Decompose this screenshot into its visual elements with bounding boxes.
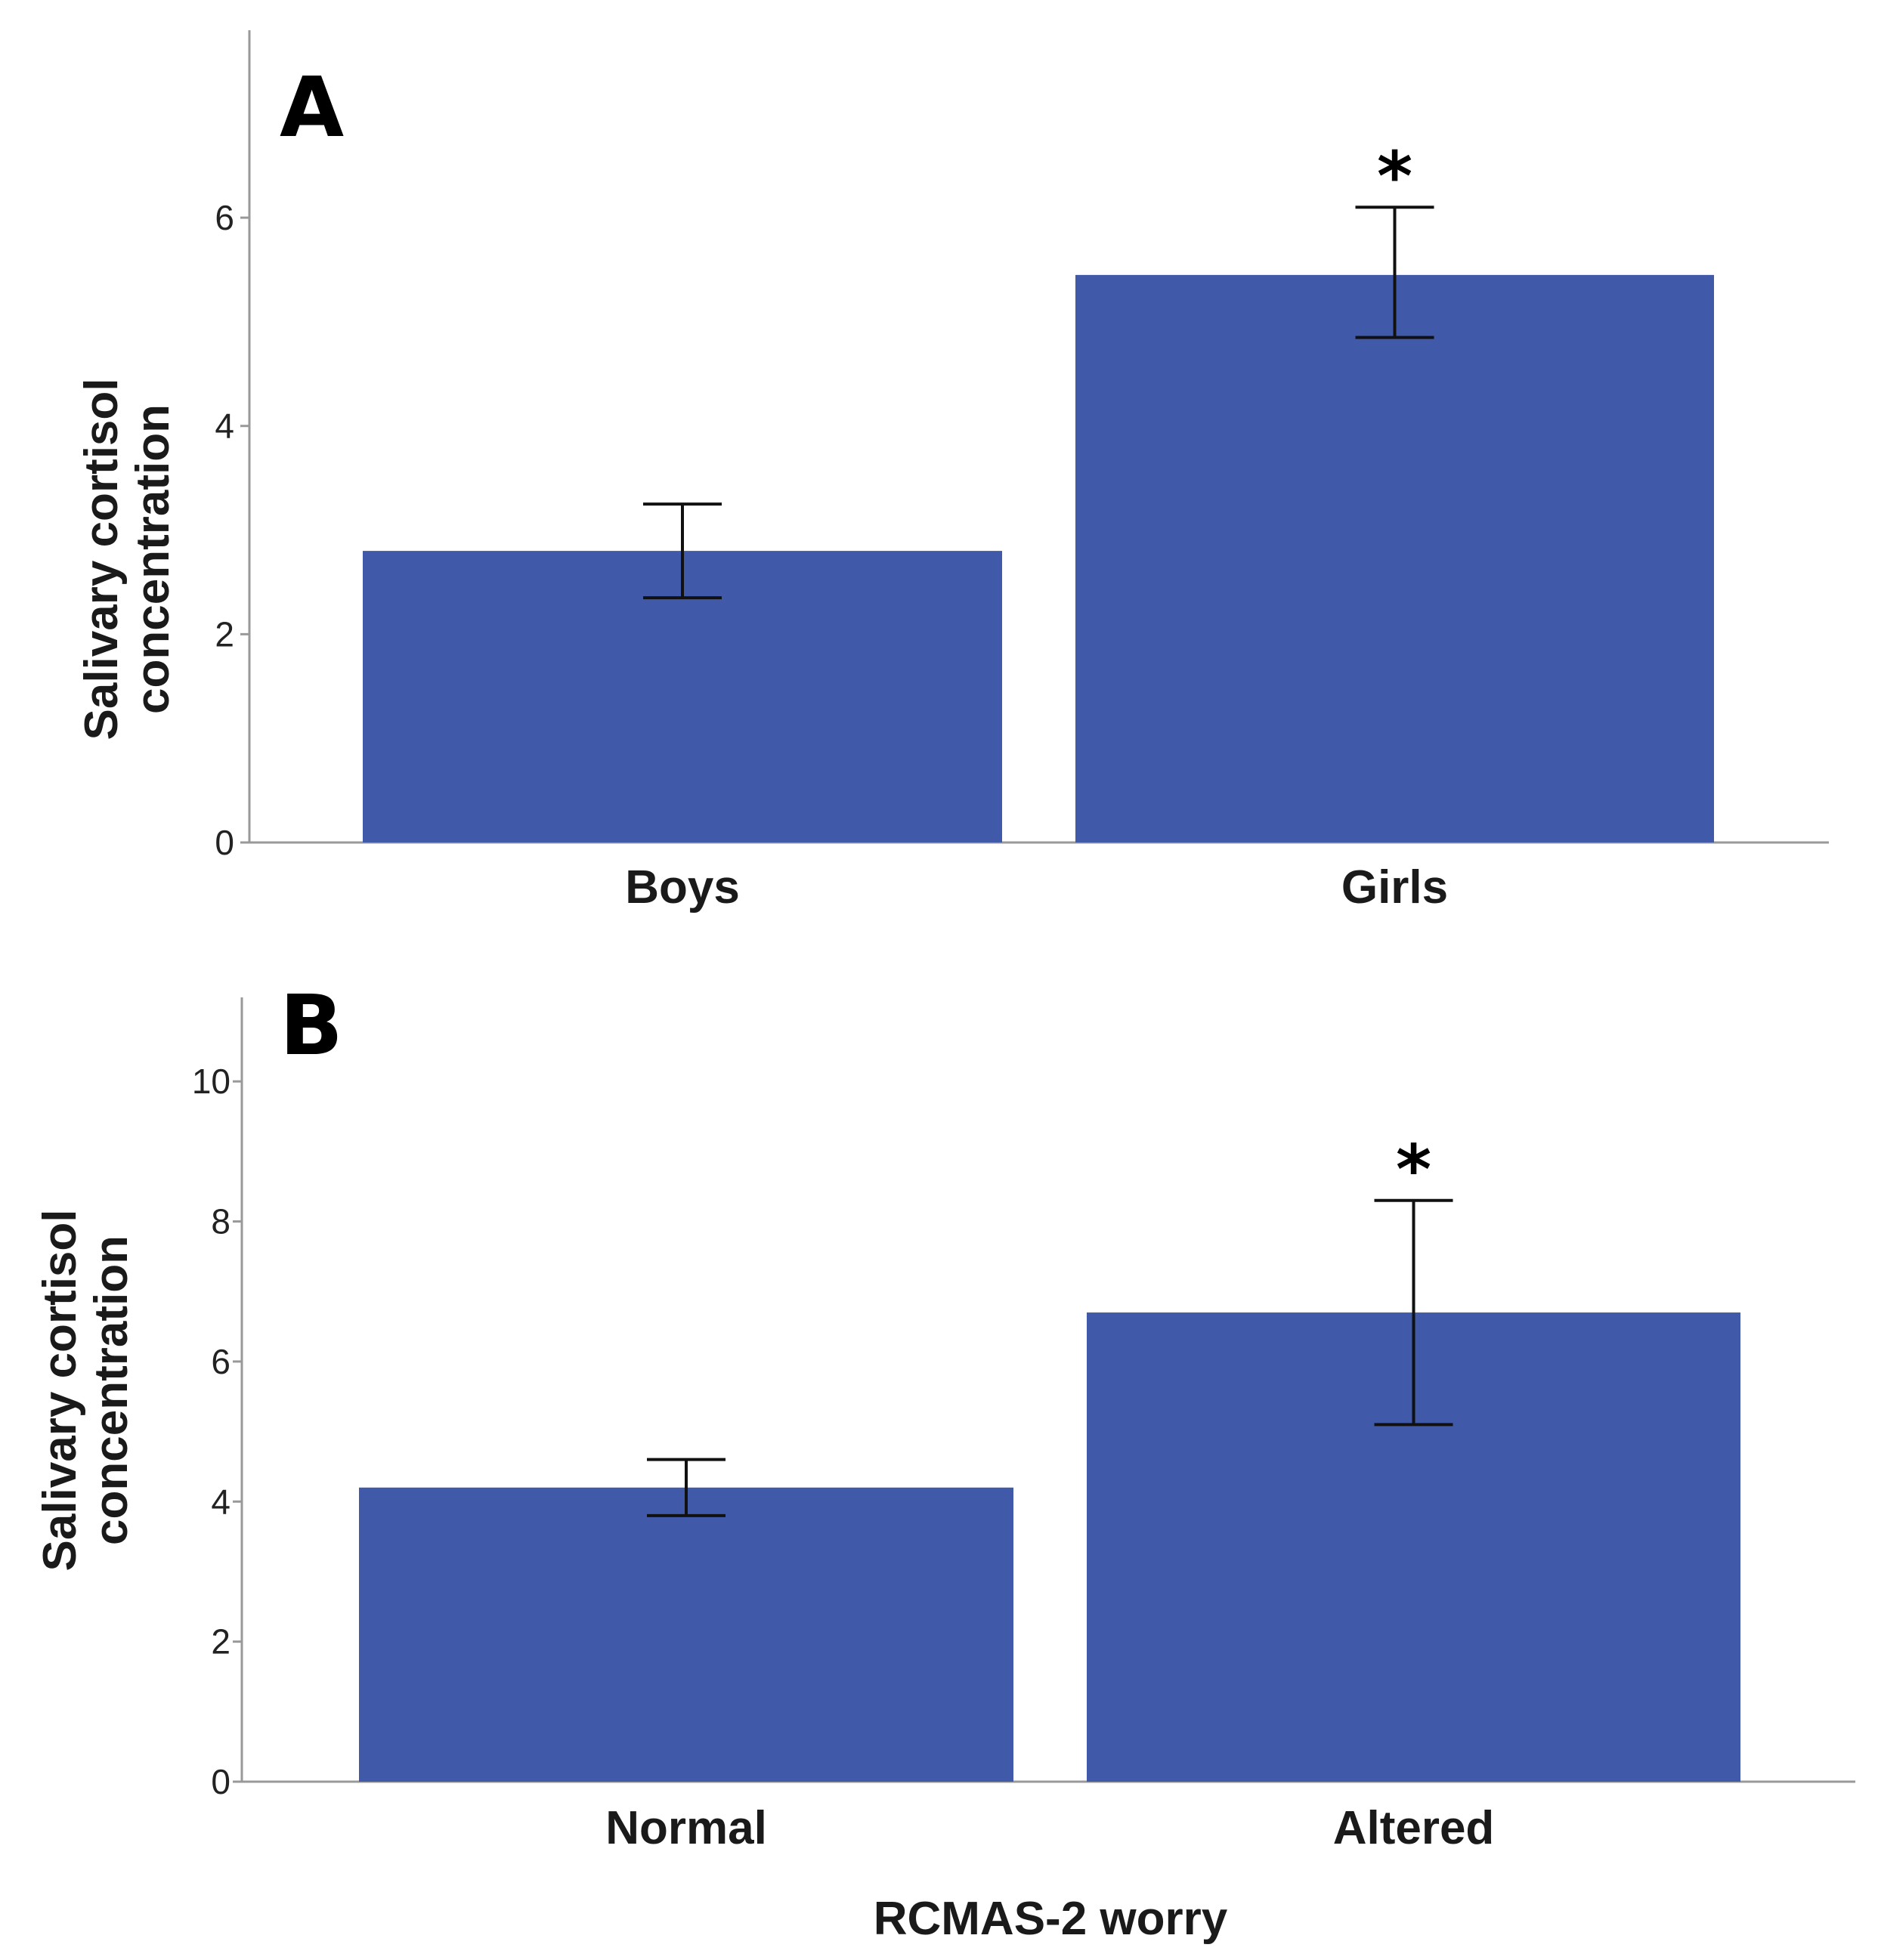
y-tick-label: 4 (211, 1482, 230, 1521)
significance-marker: * (1377, 137, 1412, 216)
y-tick-label: 10 (192, 1062, 230, 1101)
y-tick-label: 8 (211, 1202, 230, 1241)
y-tick-label: 0 (211, 1762, 230, 1801)
panel-letter: B (280, 977, 343, 1074)
category-label: Altered (1333, 1802, 1495, 1854)
bar-girls (1075, 274, 1714, 843)
panel-A: 0 2 4 6 Boys * Girls A Salivary cortisolconcentr… (76, 30, 1829, 914)
bar-boys (363, 551, 1002, 842)
y-axis-title-line: Salivary cortisol (34, 1209, 86, 1571)
x-axis-title: RCMAS-2 worry (874, 1893, 1228, 1945)
panel-B: 0 2 4 6 8 10 Normal * Altered B Salivary cortisolc… (34, 977, 1855, 1945)
y-axis-title-line: concentration (127, 404, 179, 714)
y-tick-label: 6 (215, 198, 234, 237)
y-tick-label: 2 (211, 1622, 230, 1662)
category-label: Normal (605, 1802, 767, 1854)
significance-marker: * (1396, 1130, 1431, 1210)
y-axis-title: Salivary cortisolconcentration (34, 1209, 138, 1571)
bar-normal (359, 1487, 1013, 1782)
y-axis-title: Salivary cortisolconcentration (76, 378, 179, 740)
category-label: Girls (1341, 861, 1448, 914)
y-tick-label: 0 (215, 823, 234, 862)
y-tick-label: 2 (215, 614, 234, 654)
category-label: Boys (625, 861, 740, 914)
y-axis-title-line: Salivary cortisol (76, 378, 128, 740)
y-tick-label: 4 (215, 407, 234, 446)
panel-letter: A (280, 59, 344, 156)
y-axis-title-line: concentration (85, 1235, 138, 1545)
y-tick-label: 6 (211, 1342, 230, 1381)
